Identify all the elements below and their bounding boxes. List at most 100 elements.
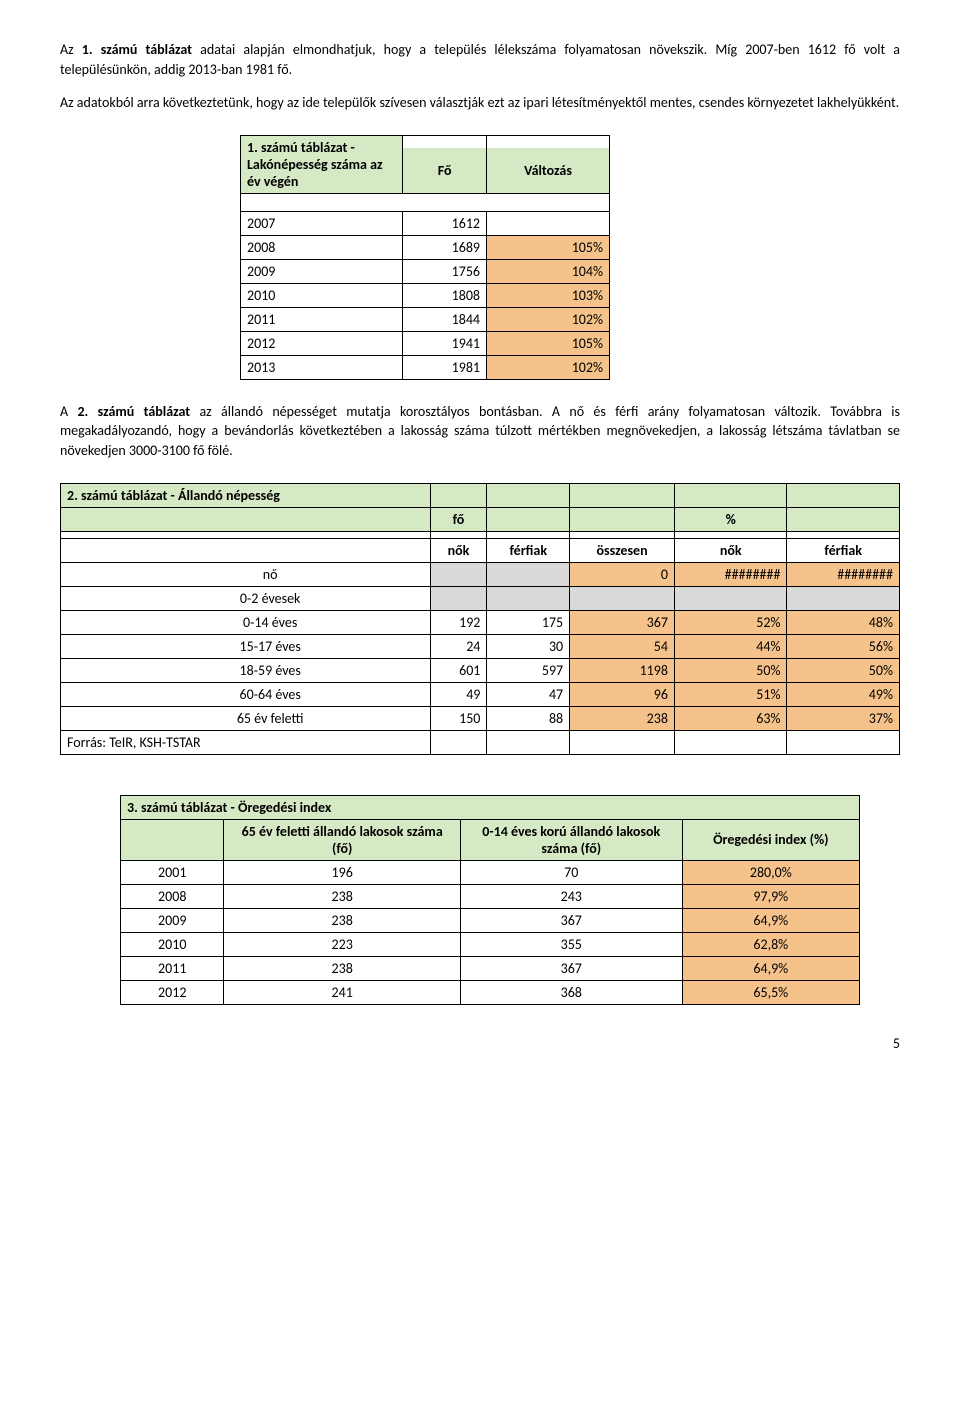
table-row: 60-64 éves49479651%49% — [61, 682, 900, 706]
t2-pn: 63% — [674, 706, 786, 730]
table-row: 18-59 éves601597119850%50% — [61, 658, 900, 682]
t1-col-valtozas: Változás — [487, 148, 610, 193]
t1-chg: 103% — [487, 283, 610, 307]
t2-pf: 37% — [787, 706, 900, 730]
t2-o: 1198 — [570, 658, 675, 682]
t2-title: 2. számú táblázat - Állandó népesség — [61, 483, 431, 507]
paragraph-2: Az adatokból arra következtetünk, hogy a… — [60, 93, 900, 113]
t2-sub-osszesen: összesen — [570, 538, 675, 562]
t2-n: 601 — [430, 658, 487, 682]
table-row: 65 év feletti1508823863%37% — [61, 706, 900, 730]
t2-f — [487, 586, 570, 610]
t2-label: nő — [111, 562, 430, 586]
p1-bold: 1. számú táblázat — [82, 41, 192, 58]
paragraph-3: A 2. számú táblázat az állandó népessége… — [60, 402, 900, 461]
t1-chg: 105% — [487, 331, 610, 355]
t1-year: 2010 — [241, 283, 403, 307]
t2-label: 15-17 éves — [111, 634, 430, 658]
t1-col-fo: Fő — [403, 148, 487, 193]
t2-n: 192 — [430, 610, 487, 634]
t1-fo: 1941 — [403, 331, 487, 355]
table-row: 200923836764,9% — [121, 908, 860, 932]
t2-source: Forrás: TeIR, KSH-TSTAR — [61, 730, 431, 754]
t3-year: 2012 — [121, 980, 224, 1004]
t1-chg: 102% — [487, 355, 610, 379]
t3-b: 368 — [460, 980, 682, 1004]
t2-pf: ######## — [787, 562, 900, 586]
table-row: 20071612 — [241, 211, 610, 235]
t2-label: 18-59 éves — [111, 658, 430, 682]
t1-year: 2008 — [241, 235, 403, 259]
t3-year: 2011 — [121, 956, 224, 980]
t2-pn: 52% — [674, 610, 786, 634]
t2-pn: 44% — [674, 634, 786, 658]
t2-o: 367 — [570, 610, 675, 634]
table-row: 200823824397,9% — [121, 884, 860, 908]
table-row: 15-17 éves24305444%56% — [61, 634, 900, 658]
table-row: nő0################ — [61, 562, 900, 586]
t2-f: 597 — [487, 658, 570, 682]
t2-n: 150 — [430, 706, 487, 730]
table-row: 200119670280,0% — [121, 860, 860, 884]
t3-a: 196 — [224, 860, 460, 884]
p3-bold: 2. számú táblázat — [77, 403, 190, 420]
t2-label: 65 év feletti — [111, 706, 430, 730]
t1-fo: 1808 — [403, 283, 487, 307]
t3-year: 2001 — [121, 860, 224, 884]
table-1: 1. számú táblázat - Lakónépesség száma a… — [240, 135, 610, 380]
t1-chg — [487, 211, 610, 235]
t3-title: 3. számú táblázat - Öregedési index — [121, 795, 860, 819]
table-row: 20101808103% — [241, 283, 610, 307]
p3-prefix: A — [60, 403, 77, 420]
t1-chg: 102% — [487, 307, 610, 331]
t3-h3: Öregedési index (%) — [682, 819, 859, 860]
t3-a: 238 — [224, 908, 460, 932]
t2-label: 0-14 éves — [111, 610, 430, 634]
table-row: 20131981102% — [241, 355, 610, 379]
t3-c: 65,5% — [682, 980, 859, 1004]
t3-b: 70 — [460, 860, 682, 884]
t2-o — [570, 586, 675, 610]
t1-title: 1. számú táblázat - Lakónépesség száma a… — [241, 135, 403, 193]
t2-pf: 48% — [787, 610, 900, 634]
t2-o: 238 — [570, 706, 675, 730]
table-row: 201022335562,8% — [121, 932, 860, 956]
t2-pf: 50% — [787, 658, 900, 682]
t1-fo: 1612 — [403, 211, 487, 235]
t3-h1: 65 év feletti állandó lakosok száma (fő) — [224, 819, 460, 860]
t1-fo: 1981 — [403, 355, 487, 379]
t2-pn: 51% — [674, 682, 786, 706]
t1-year: 2009 — [241, 259, 403, 283]
t2-label: 0-2 évesek — [111, 586, 430, 610]
t1-fo: 1756 — [403, 259, 487, 283]
t2-pf: 49% — [787, 682, 900, 706]
table-row: 20121941105% — [241, 331, 610, 355]
t3-year: 2010 — [121, 932, 224, 956]
t1-chg: 104% — [487, 259, 610, 283]
t2-pn: ######## — [674, 562, 786, 586]
table-row: 20111844102% — [241, 307, 610, 331]
table-row: 0-14 éves19217536752%48% — [61, 610, 900, 634]
t3-b: 367 — [460, 908, 682, 932]
table-row: 201123836764,9% — [121, 956, 860, 980]
t3-c: 62,8% — [682, 932, 859, 956]
t1-chg: 105% — [487, 235, 610, 259]
table-3-container: 3. számú táblázat - Öregedési index 65 é… — [120, 795, 900, 1005]
t3-a: 223 — [224, 932, 460, 956]
table-2: 2. számú táblázat - Állandó népesség fő … — [60, 483, 900, 755]
t2-sub-nok: nők — [430, 538, 487, 562]
t3-c: 64,9% — [682, 956, 859, 980]
t3-year: 2009 — [121, 908, 224, 932]
t2-n — [430, 562, 487, 586]
t2-f — [487, 562, 570, 586]
paragraph-1: Az 1. számú táblázat adatai alapján elmo… — [60, 40, 900, 79]
t2-f: 88 — [487, 706, 570, 730]
t2-col-fo: fő — [430, 507, 487, 531]
table-1-container: 1. számú táblázat - Lakónépesség száma a… — [240, 135, 900, 380]
t3-c: 280,0% — [682, 860, 859, 884]
t1-year: 2012 — [241, 331, 403, 355]
t2-n: 49 — [430, 682, 487, 706]
t2-col-pct: % — [674, 507, 786, 531]
t1-fo: 1844 — [403, 307, 487, 331]
t1-fo: 1689 — [403, 235, 487, 259]
